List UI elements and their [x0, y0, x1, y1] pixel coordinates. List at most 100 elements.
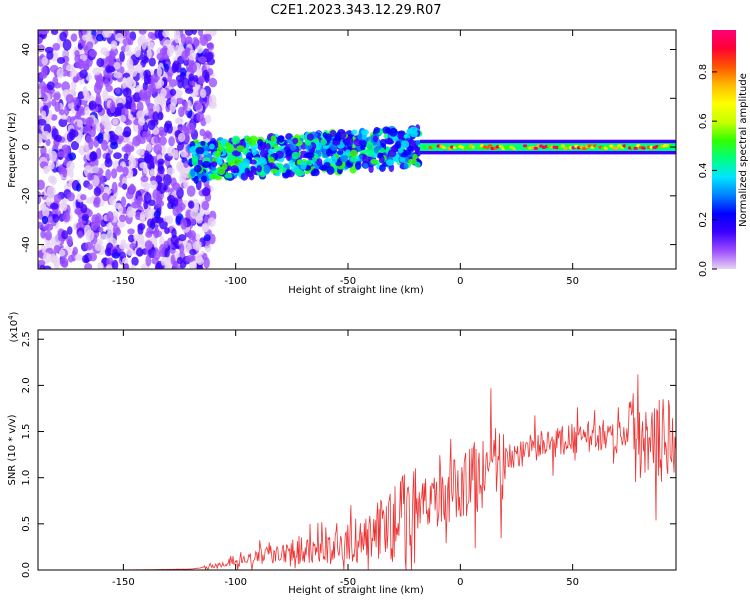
- spectrogram-cell: [38, 133, 43, 146]
- spectrogram-cell: [66, 160, 75, 172]
- spectrogram-cell: [270, 135, 277, 143]
- spectrogram-cell: [208, 94, 217, 107]
- x-tick-label: -50: [340, 577, 356, 588]
- spectrogram-cell: [189, 62, 198, 74]
- spectrogram-cell: [340, 154, 349, 162]
- spectrogram-cell: [119, 214, 127, 223]
- x-tick-label: 50: [566, 276, 579, 287]
- spectrogram-cell: [85, 135, 92, 144]
- spectrogram-cell: [169, 88, 177, 96]
- spectrogram-cell: [53, 193, 62, 203]
- y-tick-label: 40: [21, 43, 32, 56]
- spectrogram-cell: [123, 153, 129, 161]
- spectrogram-cell: [193, 100, 203, 111]
- spectrogram-cell: [183, 131, 190, 144]
- spectrogram-cell: [52, 42, 61, 51]
- spectrogram-cell: [104, 158, 113, 168]
- spectrogram-cell: [70, 33, 78, 42]
- spectrogram-cell: [232, 150, 241, 157]
- spectrogram-cell: [246, 152, 254, 160]
- spectrogram-cell: [81, 213, 90, 222]
- x-tick-label: -100: [224, 276, 247, 287]
- spectrogram-cell: [71, 80, 77, 92]
- spectrogram-cell: [122, 130, 131, 138]
- spectrogram-cell: [175, 74, 185, 83]
- spectrogram-cell: [110, 134, 119, 141]
- spectrogram-cell: [62, 39, 72, 51]
- spectrogram-cell: [93, 196, 101, 206]
- spectrogram-cell: [106, 222, 113, 233]
- spectrogram-cell: [174, 34, 181, 44]
- spectrogram-cell: [487, 144, 493, 148]
- spectrogram-cell: [373, 145, 379, 154]
- spectrogram-cell: [292, 137, 299, 145]
- spectrogram-frame: [37, 29, 677, 270]
- spectrogram-cell: [270, 168, 279, 174]
- spectrogram-cell: [85, 116, 94, 127]
- spectrogram-cell: [146, 218, 155, 228]
- spectrogram-cell: [103, 50, 110, 57]
- spectrogram-cell: [614, 146, 619, 150]
- x-tick-label: -150: [112, 276, 135, 287]
- spectrogram-cell: [184, 87, 194, 94]
- spectrogram-cell: [61, 81, 71, 92]
- spectrogram-cell: [370, 158, 378, 165]
- spectrogram-cell: [124, 263, 130, 269]
- spectrogram-cell: [560, 144, 565, 148]
- spectrogram-cell: [144, 240, 153, 250]
- spectrogram-cell: [80, 194, 87, 201]
- spectrogram-cell: [59, 31, 67, 42]
- spectrogram-cell: [110, 168, 118, 179]
- spectrogram-y-label: Frequency (Hz): [7, 112, 18, 188]
- spectrogram-cell: [65, 94, 74, 104]
- spectrogram-cell: [125, 76, 134, 87]
- spectrogram-cell: [125, 44, 131, 57]
- spectrogram-cell: [263, 165, 271, 174]
- x-tick-label: -50: [340, 276, 356, 287]
- colorbar-tick-label: 0.2: [698, 212, 709, 228]
- spectrogram-cell: [192, 39, 200, 47]
- spectrogram-cell: [50, 30, 59, 36]
- spectrogram-cell: [86, 183, 94, 190]
- spectrogram-cell: [203, 234, 211, 242]
- spectrogram-cell: [46, 185, 56, 198]
- spectrogram-cell: [166, 167, 175, 175]
- spectrogram-cell: [164, 258, 172, 269]
- spectrogram-cell: [344, 149, 351, 156]
- spectrogram-cell: [383, 133, 389, 139]
- spectrogram-cell: [224, 173, 233, 179]
- spectrogram-cell: [204, 71, 210, 84]
- spectrogram-cell: [167, 194, 175, 203]
- spectrogram-cell: [53, 82, 62, 89]
- spectrogram-cell: [56, 67, 64, 79]
- spectrogram-cell: [113, 61, 121, 70]
- spectrogram-cell: [43, 165, 50, 174]
- spectrogram-cell: [164, 227, 170, 235]
- spectrogram-cell: [347, 144, 353, 150]
- spectrogram-cell: [40, 30, 50, 35]
- spectrogram-cell: [85, 229, 95, 242]
- spectrogram-cell: [50, 114, 58, 121]
- spectrogram-cell: [372, 135, 379, 143]
- spectrogram-cell: [153, 249, 161, 260]
- spectrogram-cell: [175, 97, 184, 105]
- x-tick-label: 0: [457, 577, 463, 588]
- spectrogram-cell: [70, 140, 80, 151]
- spectrogram-cell: [205, 51, 214, 61]
- spectrogram-cell: [291, 151, 300, 160]
- spectrogram-cell: [195, 233, 201, 241]
- spectrogram-cell: [240, 172, 249, 181]
- spectrogram-cell: [52, 213, 60, 223]
- spectrogram-cell: [201, 200, 210, 211]
- spectrogram-cell: [45, 138, 51, 147]
- spectrogram-cell: [142, 131, 148, 140]
- spectrogram-cell: [143, 182, 150, 192]
- spectrogram-cell: [59, 257, 69, 268]
- spectrogram-cell: [72, 246, 78, 256]
- spectrogram-cell: [349, 149, 358, 158]
- spectrogram-cell: [176, 142, 185, 151]
- spectrogram-cell: [157, 126, 165, 137]
- spectrogram-cell: [186, 122, 196, 135]
- spectrogram-cell: [201, 222, 210, 233]
- spectrogram-cell: [83, 256, 90, 264]
